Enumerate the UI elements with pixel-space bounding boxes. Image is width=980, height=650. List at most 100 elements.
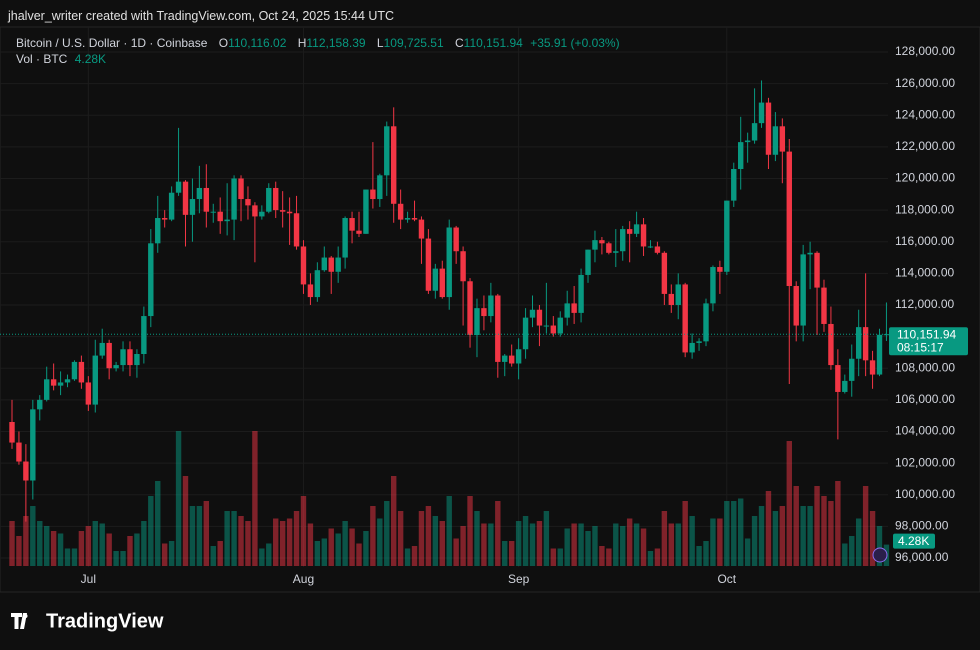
- volume-bar: [682, 501, 688, 566]
- candle-body: [127, 349, 133, 366]
- candle-body: [210, 211, 216, 213]
- volume-bar: [404, 548, 411, 566]
- candle-body: [536, 309, 543, 326]
- candle-body: [758, 102, 765, 124]
- candle-body: [44, 379, 50, 400]
- candle-body: [78, 361, 85, 383]
- candle-body: [654, 246, 661, 253]
- legend-key: H: [297, 36, 307, 50]
- candle-body: [696, 341, 702, 343]
- volume-bar: [377, 518, 383, 566]
- candle-body: [467, 281, 473, 336]
- volume-bar: [203, 501, 210, 566]
- volume-bar: [92, 521, 98, 566]
- volume-bar: [654, 548, 661, 566]
- candle-body: [397, 203, 404, 220]
- volume-bar: [168, 541, 175, 566]
- volume-bar: [266, 543, 272, 566]
- candle-body: [425, 238, 432, 291]
- candle-body: [710, 267, 716, 304]
- volume-bar: [432, 516, 439, 566]
- volume-bar: [696, 546, 702, 566]
- candle-body: [85, 382, 92, 405]
- volume-bar: [328, 528, 334, 566]
- candle-body: [217, 211, 223, 222]
- candle-body: [203, 187, 210, 212]
- volume-bar: [259, 548, 265, 566]
- volume-bar: [279, 521, 286, 566]
- legend-key: C: [455, 36, 464, 50]
- volume-bar: [543, 511, 550, 566]
- candle-body: [620, 229, 626, 252]
- candle-body: [703, 303, 709, 342]
- volume-bar: [16, 536, 22, 566]
- candle-body: [182, 181, 189, 215]
- candle-body: [384, 126, 390, 176]
- volume-bar: [633, 523, 640, 566]
- logo-text: TradingView: [46, 610, 164, 632]
- volume-bar: [231, 511, 237, 566]
- volume-bar: [314, 541, 321, 566]
- candle-body: [772, 126, 779, 155]
- legend-key: L: [376, 36, 384, 50]
- candle-body: [141, 316, 147, 355]
- volume-bar: [175, 431, 182, 566]
- volume-bar: [744, 538, 751, 566]
- y-tick-label: 122,000.00: [895, 139, 955, 153]
- candle-body: [404, 218, 411, 220]
- x-tick-label: Jul: [81, 572, 96, 586]
- candle-body: [92, 355, 98, 405]
- volume-bar: [779, 506, 786, 566]
- candle-body: [842, 380, 848, 392]
- candle-body: [717, 267, 723, 272]
- y-tick-label: 118,000.00: [895, 202, 954, 216]
- candle-body: [807, 252, 813, 255]
- price-label-box: [889, 327, 968, 356]
- volume-bar: [99, 523, 105, 566]
- legend-key: O: [218, 36, 229, 50]
- volume-bar: [57, 533, 64, 566]
- y-tick-label: 106,000.00: [895, 392, 955, 406]
- candle-body: [744, 140, 751, 143]
- candle-body: [849, 358, 855, 381]
- candle-body: [307, 284, 314, 298]
- candle-body: [411, 218, 418, 220]
- candle-body: [883, 334, 890, 336]
- candle-body: [30, 409, 36, 481]
- volume-bar: [571, 523, 577, 566]
- volume-bar: [44, 526, 50, 566]
- volume-bar: [550, 548, 557, 566]
- volume-bar: [849, 536, 855, 566]
- volume-bar: [564, 528, 570, 566]
- candle-body: [349, 218, 355, 231]
- candle-body: [259, 211, 265, 217]
- candle-body: [168, 192, 175, 220]
- candle-body: [682, 284, 688, 353]
- volume-bar: [9, 521, 15, 566]
- x-tick-label: Sep: [508, 572, 530, 586]
- candle-body: [335, 257, 341, 272]
- candle-body: [481, 308, 487, 317]
- volume-bar: [821, 496, 827, 566]
- candle-body: [418, 219, 425, 239]
- candle-body: [564, 303, 570, 318]
- candle-body: [286, 211, 293, 214]
- y-tick-label: 116,000.00: [895, 234, 954, 248]
- volume-bar: [800, 506, 806, 566]
- volume-bar: [613, 523, 619, 566]
- candle-body: [321, 257, 327, 271]
- y-tick-label: 120,000.00: [895, 171, 955, 185]
- volume-bar: [370, 506, 376, 566]
- candle-body: [529, 309, 536, 318]
- candle-body: [155, 218, 161, 244]
- volume-bar: [85, 526, 92, 566]
- candle-body: [800, 254, 806, 326]
- volume-bar: [418, 511, 425, 566]
- volume-bar: [842, 543, 848, 566]
- volume-bar: [182, 476, 189, 566]
- volume-bar: [134, 533, 140, 566]
- candle-body: [273, 187, 279, 211]
- candle-body: [779, 126, 786, 152]
